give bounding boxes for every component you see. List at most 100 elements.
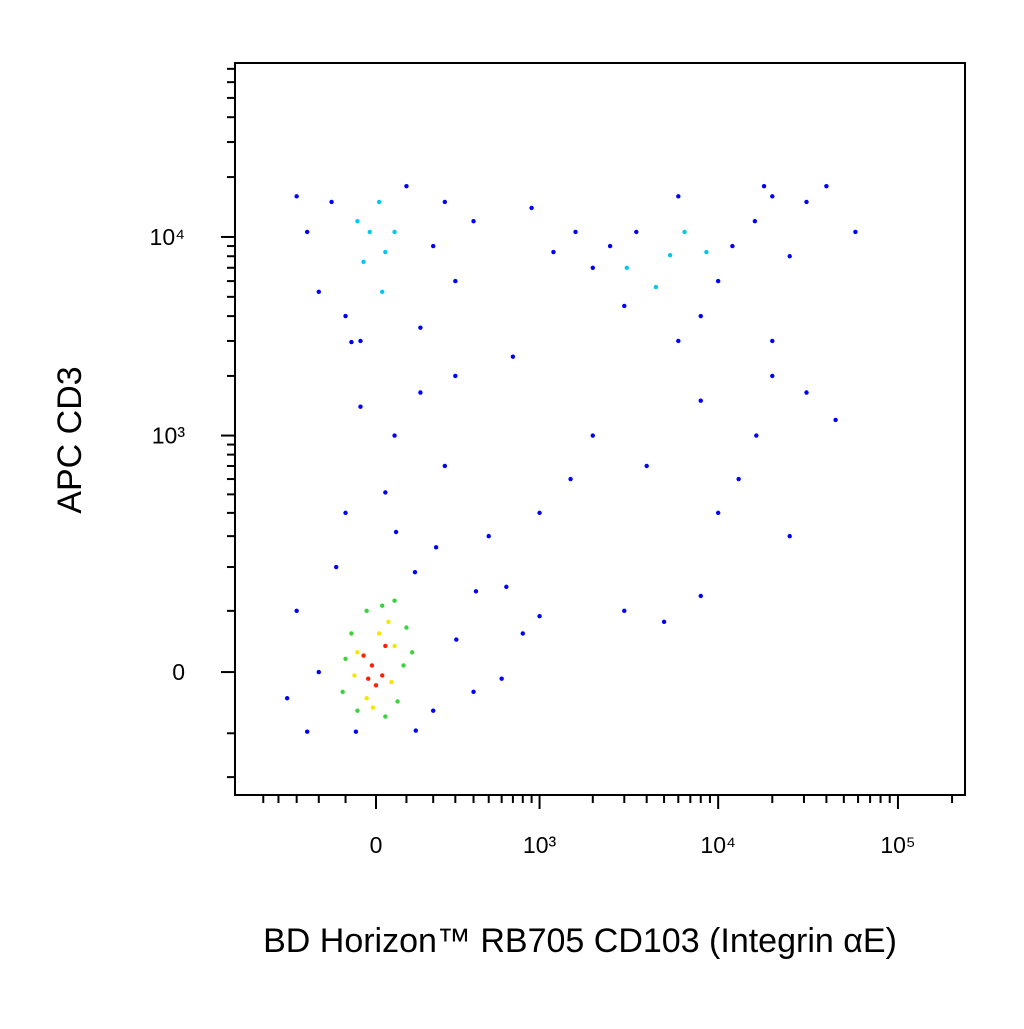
point [404,183,409,189]
point [770,194,775,199]
point [682,229,687,235]
point [304,729,310,734]
point [676,338,681,344]
point [471,689,476,695]
x-tick-label: 0 [370,832,383,858]
point [736,476,741,482]
point [607,243,613,249]
point [355,708,360,713]
y-tick-label: 10³ [152,423,186,449]
point [653,284,659,290]
point [473,589,479,594]
point [510,354,516,359]
point [698,398,703,403]
point [453,278,458,284]
point [349,339,354,345]
point [412,570,418,575]
point [376,199,382,205]
point [453,373,458,379]
point [334,564,339,570]
point [343,510,348,516]
point [376,631,382,636]
point [355,219,360,224]
point [590,433,595,438]
point [367,229,372,235]
point [316,669,321,675]
point [316,289,321,295]
y-tick-label: 0 [172,659,185,685]
point [804,199,809,205]
point [383,643,388,649]
point [486,533,491,539]
point [529,205,534,211]
point [383,249,388,255]
point [386,619,391,624]
point [499,676,504,681]
point [770,373,775,379]
point [366,676,371,681]
point [504,584,509,590]
point [392,433,397,438]
point [358,338,363,344]
point [373,683,379,688]
point [824,183,829,189]
point [537,510,542,516]
point [667,252,673,258]
point [644,463,649,469]
x-tick-label: 10⁵ [880,832,915,858]
point [568,476,573,482]
point [294,194,299,199]
point [294,608,299,614]
point [343,656,348,662]
point [761,183,767,189]
x-tick-label: 10³ [523,832,557,858]
point [284,696,290,701]
point [418,325,423,330]
point [698,593,703,599]
point [352,673,357,678]
point [392,643,397,649]
point [329,199,334,205]
point [380,673,385,678]
point [471,219,476,224]
point [833,417,838,423]
point [704,249,709,255]
point [401,663,406,668]
point [551,249,556,255]
point [364,608,369,614]
point [389,679,394,685]
point [392,598,397,603]
plot-frame [234,62,966,796]
point [383,490,388,495]
point [715,278,721,284]
point [340,689,345,695]
point [804,390,809,395]
point [622,608,627,614]
point [380,289,385,295]
point [590,265,595,270]
point [442,463,448,469]
point [413,728,418,733]
point [754,433,759,438]
point [787,533,792,539]
y-axis-label: APC CD3 [51,366,89,513]
point [431,708,436,713]
point [454,637,459,642]
point [730,243,735,249]
point [431,243,436,249]
point [392,229,397,235]
point [404,625,409,630]
point [349,631,354,636]
point [361,653,366,658]
point [853,229,858,235]
point [361,259,366,265]
point [520,631,525,636]
x-axis-label: BD Horizon™ RB705 CD103 (Integrin αE) [263,922,897,960]
point [370,705,376,710]
point [383,714,388,719]
point [433,545,439,550]
point [343,313,348,319]
point [622,303,627,309]
